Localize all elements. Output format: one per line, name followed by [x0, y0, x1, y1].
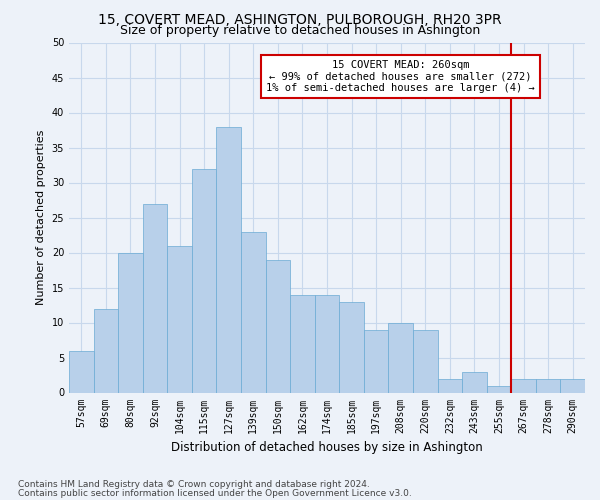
Bar: [118, 252, 143, 392]
Text: Contains public sector information licensed under the Open Government Licence v3: Contains public sector information licen…: [18, 488, 412, 498]
Bar: [241, 232, 266, 392]
Bar: [364, 330, 388, 392]
Bar: [290, 294, 315, 392]
Text: Size of property relative to detached houses in Ashington: Size of property relative to detached ho…: [120, 24, 480, 37]
Bar: [560, 378, 585, 392]
Bar: [462, 372, 487, 392]
Bar: [388, 322, 413, 392]
Bar: [143, 204, 167, 392]
Bar: [511, 378, 536, 392]
Bar: [266, 260, 290, 392]
Bar: [192, 168, 217, 392]
Bar: [69, 350, 94, 393]
Bar: [339, 302, 364, 392]
Bar: [167, 246, 192, 392]
Y-axis label: Number of detached properties: Number of detached properties: [36, 130, 46, 305]
Text: 15 COVERT MEAD: 260sqm
← 99% of detached houses are smaller (272)
1% of semi-det: 15 COVERT MEAD: 260sqm ← 99% of detached…: [266, 60, 535, 93]
Bar: [94, 308, 118, 392]
Bar: [315, 294, 339, 392]
Bar: [536, 378, 560, 392]
Text: Contains HM Land Registry data © Crown copyright and database right 2024.: Contains HM Land Registry data © Crown c…: [18, 480, 370, 489]
Bar: [217, 126, 241, 392]
Text: 15, COVERT MEAD, ASHINGTON, PULBOROUGH, RH20 3PR: 15, COVERT MEAD, ASHINGTON, PULBOROUGH, …: [98, 12, 502, 26]
Bar: [437, 378, 462, 392]
X-axis label: Distribution of detached houses by size in Ashington: Distribution of detached houses by size …: [171, 441, 483, 454]
Bar: [413, 330, 437, 392]
Bar: [487, 386, 511, 392]
